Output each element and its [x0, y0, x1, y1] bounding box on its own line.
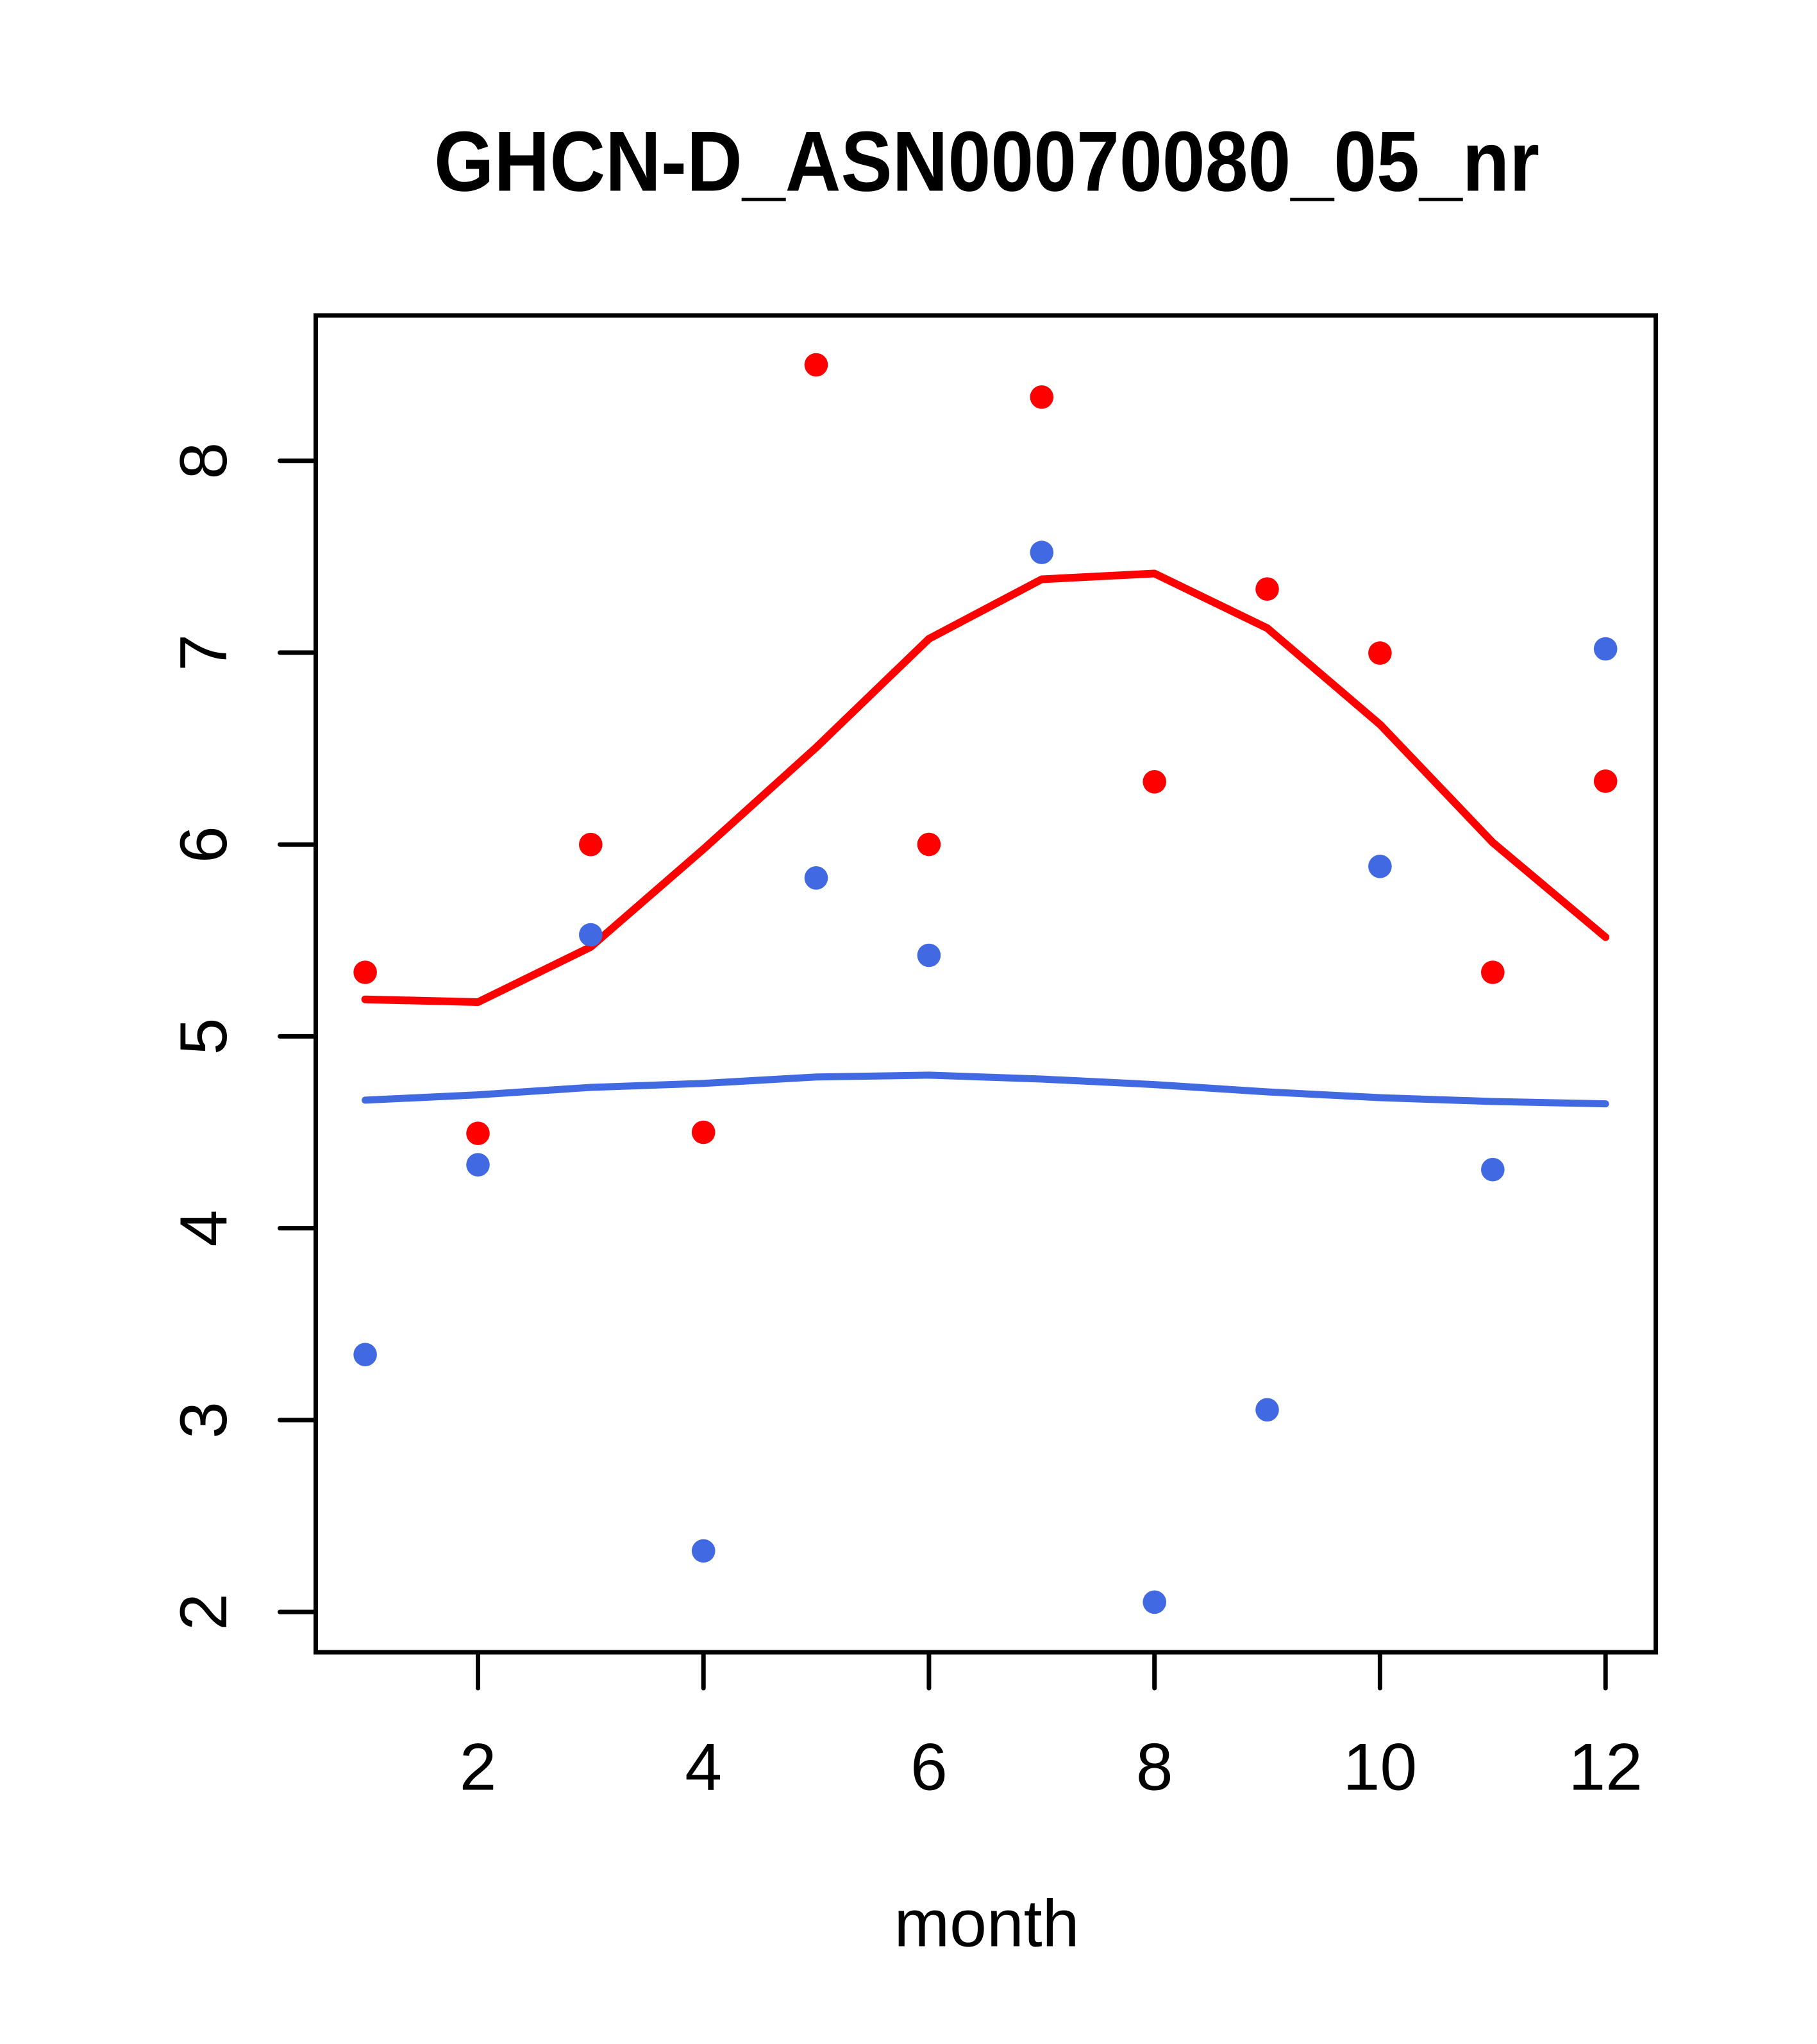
- svg-text:6: 6: [167, 826, 241, 863]
- svg-text:8: 8: [167, 442, 241, 480]
- svg-text:4: 4: [167, 1210, 241, 1247]
- svg-text:GHCN-D_ASN00070080_05_nr: GHCN-D_ASN00070080_05_nr: [434, 115, 1539, 210]
- svg-text:2: 2: [460, 1730, 497, 1805]
- svg-text:10: 10: [1343, 1730, 1418, 1805]
- svg-text:3: 3: [167, 1402, 241, 1439]
- svg-text:5: 5: [167, 1018, 241, 1055]
- svg-text:4: 4: [685, 1730, 722, 1805]
- svg-text:7: 7: [167, 634, 241, 671]
- svg-text:month: month: [894, 1887, 1079, 1961]
- svg-text:6: 6: [910, 1730, 948, 1805]
- svg-text:8: 8: [1136, 1730, 1173, 1805]
- svg-text:2: 2: [167, 1593, 241, 1630]
- svg-text:12: 12: [1568, 1730, 1643, 1805]
